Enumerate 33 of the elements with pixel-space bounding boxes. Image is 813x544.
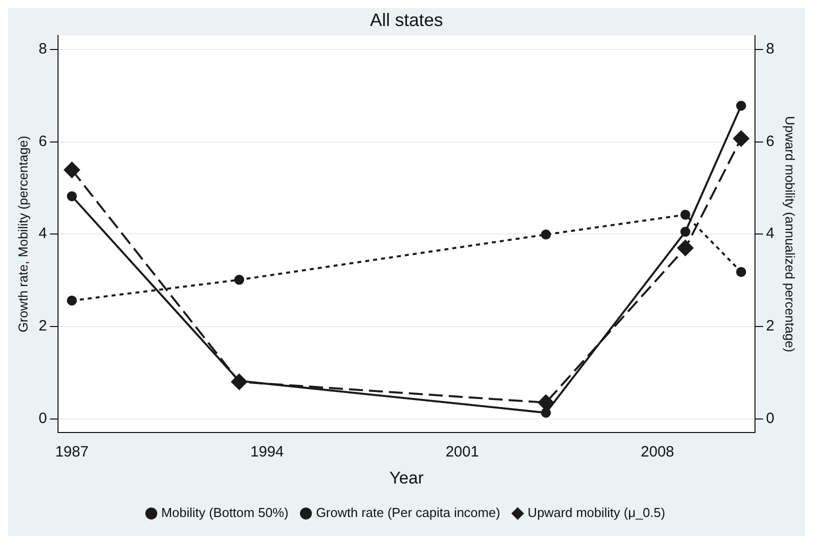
y-axis-title: Growth rate, Mobility (percentage) <box>15 136 30 332</box>
y-tick-label: 4 <box>38 225 47 242</box>
point <box>680 226 690 237</box>
y-tick-label: 2 <box>38 318 47 335</box>
point <box>234 274 244 285</box>
y-tick-label: 8 <box>38 40 47 58</box>
y-tick-label: 6 <box>38 132 47 150</box>
y2-tick-label: 8 <box>766 40 774 58</box>
y2-tick-label: 2 <box>766 318 774 335</box>
point <box>66 296 77 306</box>
point <box>736 266 746 277</box>
point <box>540 408 551 418</box>
point <box>680 210 690 220</box>
legend-label: Mobility (Bottom 50%) <box>161 505 288 520</box>
point <box>66 191 77 202</box>
y2-tick-label: 6 <box>766 132 774 150</box>
point <box>540 230 551 240</box>
y2-tick-label: 0 <box>766 410 774 427</box>
x-axis-title: Year <box>389 468 424 488</box>
point <box>736 100 746 111</box>
x-tick-label: 1994 <box>250 444 284 461</box>
x-tick-label: 2008 <box>640 444 674 461</box>
legend-label: Growth rate (Per capita income) <box>316 505 500 520</box>
chart-title: All states <box>370 10 444 30</box>
point <box>64 162 80 178</box>
x-tick-label: 1987 <box>55 444 89 461</box>
y2-axis-title: Upward mobility (annualized percentage) <box>782 116 798 352</box>
y-tick-label: 0 <box>38 410 47 427</box>
x-tick-label: 2001 <box>446 444 479 461</box>
legend-label: Upward mobility (μ_0.5) <box>528 505 666 520</box>
point <box>677 240 694 256</box>
point <box>733 130 750 147</box>
y2-tick-label: 4 <box>766 225 774 242</box>
